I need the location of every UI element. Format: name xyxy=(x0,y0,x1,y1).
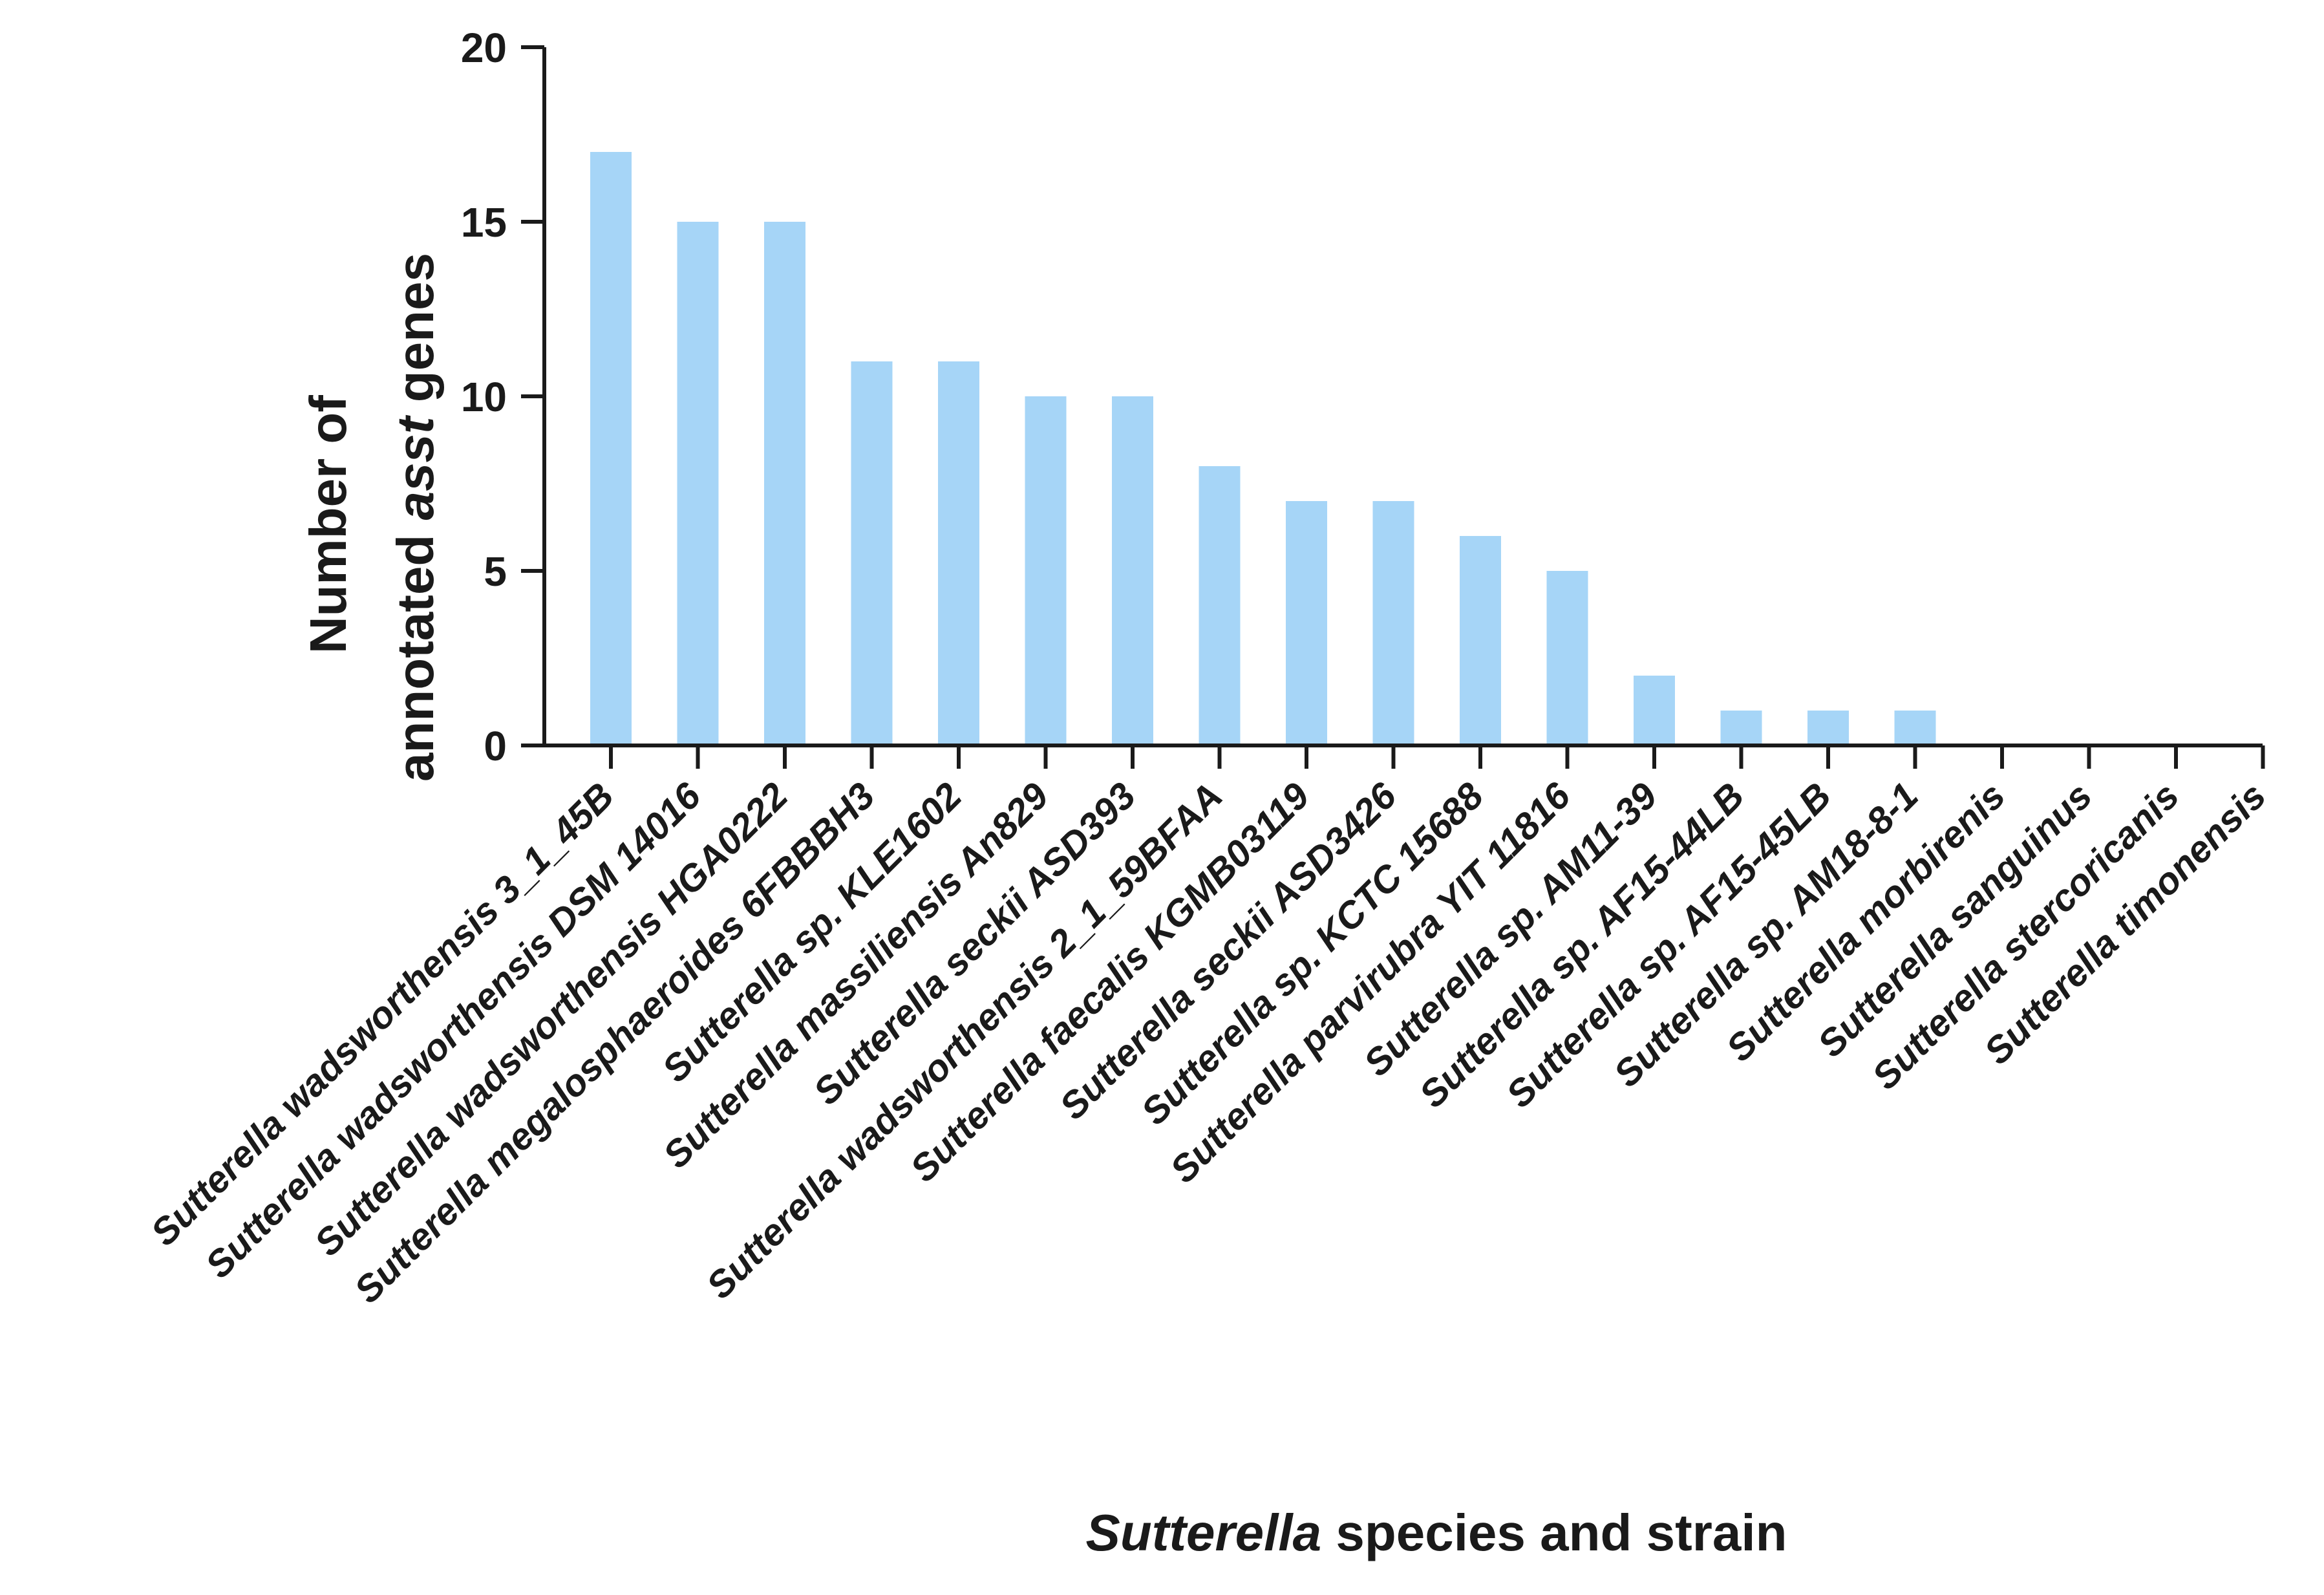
bar-13 xyxy=(1634,676,1675,745)
x-tick-labels: Sutterella wadsworthensis 3_1_45BSuttere… xyxy=(143,775,2274,1312)
y-axis-title-line1: Number of xyxy=(299,395,357,654)
x-axis-title-rest: species and strain xyxy=(1321,1504,1787,1561)
bar-8 xyxy=(1199,466,1241,745)
bar-3 xyxy=(764,222,805,745)
y-tick-labels: 0 5 10 15 20 xyxy=(461,25,507,769)
bar-7 xyxy=(1112,396,1153,745)
bar-6 xyxy=(1025,396,1067,745)
y-tick-label-0: 0 xyxy=(484,723,507,769)
bar-14 xyxy=(1720,711,1762,745)
bar-15 xyxy=(1807,711,1849,745)
y-axis-title: Number of annotated asst genes xyxy=(299,253,444,782)
bar-9 xyxy=(1286,501,1327,745)
axes-group xyxy=(521,45,2265,769)
bar-4 xyxy=(851,361,893,745)
bars-group xyxy=(590,152,1936,745)
x-axis-title: Sutterella species and strain xyxy=(1086,1504,1787,1561)
y-tick-label-20: 20 xyxy=(461,25,507,71)
y-tick-label-15: 15 xyxy=(461,199,507,246)
x-axis-title-italic: Sutterella xyxy=(1086,1504,1322,1561)
bar-11 xyxy=(1460,536,1501,745)
bar-12 xyxy=(1546,571,1588,745)
bar-2 xyxy=(677,222,719,745)
bar-1 xyxy=(590,152,632,745)
y-axis-title-line2: annotated asst genes xyxy=(387,253,444,782)
bar-10 xyxy=(1372,501,1414,745)
y-tick-label-5: 5 xyxy=(484,548,507,595)
y-tick-label-10: 10 xyxy=(461,374,507,420)
bar-16 xyxy=(1894,711,1936,745)
bar-5 xyxy=(938,361,979,745)
